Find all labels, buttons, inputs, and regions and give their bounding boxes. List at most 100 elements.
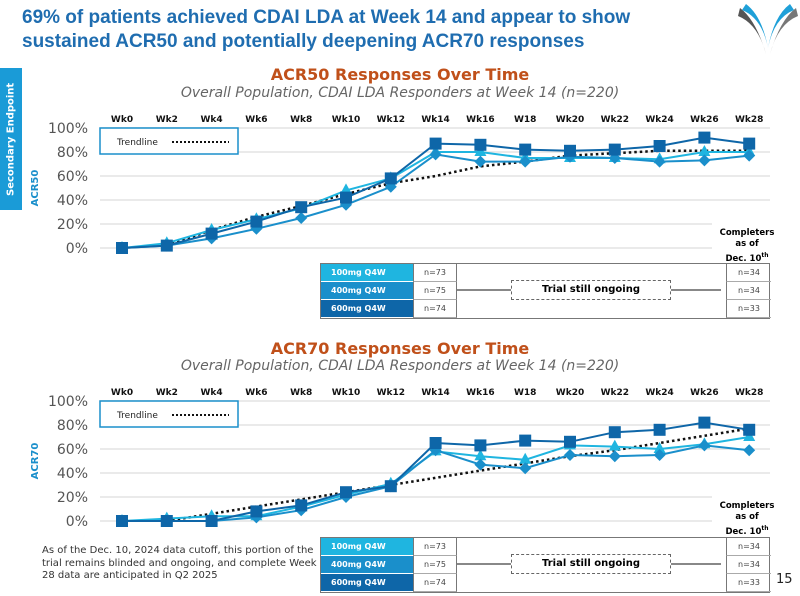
x-tick-label: Wk24 xyxy=(645,115,673,125)
completers-value: n=33 xyxy=(726,300,771,318)
legend-trendline-label: Trendline xyxy=(116,138,158,148)
x-tick-label: Wk14 xyxy=(421,115,449,125)
x-tick-label: Wk12 xyxy=(377,115,405,125)
data-point-triangle xyxy=(519,452,532,464)
legend-trendline-label: Trendline xyxy=(116,411,158,421)
x-tick-label: Wk10 xyxy=(332,388,360,398)
dose-label: 600mg Q4W xyxy=(321,300,413,318)
data-point-square xyxy=(340,191,352,204)
data-point-diamond xyxy=(519,155,532,168)
dose-label: 600mg Q4W xyxy=(321,574,413,592)
x-tick-label: Wk8 xyxy=(290,115,312,125)
x-tick-label: Wk6 xyxy=(245,388,267,398)
completers-l3: Dec. 10 xyxy=(725,253,762,264)
n-value: n=74 xyxy=(413,300,457,318)
x-tick-label: Wk22 xyxy=(601,388,629,398)
y-tick-label: 80% xyxy=(57,145,88,161)
y-tick-label: 100% xyxy=(48,394,88,410)
data-point-square xyxy=(295,499,308,512)
data-point-square xyxy=(160,515,173,527)
data-point-square xyxy=(429,437,442,449)
data-point-square xyxy=(743,423,756,436)
x-tick-label: Wk28 xyxy=(735,115,763,125)
company-logo xyxy=(738,4,798,54)
completers-l1: Completers xyxy=(719,228,775,238)
n-value: n=73 xyxy=(413,264,457,282)
completers-value: n=34 xyxy=(726,538,771,556)
completers-l1: Completers xyxy=(719,501,775,511)
completers-header: Completers as of Dec. 10th xyxy=(712,228,782,265)
x-tick-label: W18 xyxy=(514,115,536,125)
acr70-chart-title: ACR70 Responses Over Time xyxy=(270,339,530,358)
y-tick-label: 60% xyxy=(57,169,88,185)
acr50-enrollment-table: 100mg Q4W n=73 n=34 400mg Q4W n=75 n=34 600m… xyxy=(320,263,771,319)
acr70-chart-subtitle: Overall Population, CDAI LDA Responders … xyxy=(180,358,620,374)
data-point-triangle xyxy=(698,145,711,156)
data-point-square xyxy=(340,486,352,499)
y-axis-label: ACR50 xyxy=(30,170,41,207)
data-point-diamond xyxy=(653,155,666,168)
arrow-right-icon xyxy=(671,563,721,565)
acr50-chart-subtitle: Overall Population, CDAI LDA Responders … xyxy=(180,85,620,101)
n-value: n=73 xyxy=(413,538,457,556)
series-line-400mg xyxy=(122,444,750,522)
acr70-chart: 0% 20% 40% 60% 80% 100% ACR70 Wk0 Wk2 Wk4 Wk6 Wk8 Wk… xyxy=(30,388,770,530)
x-tick-label: Wk22 xyxy=(601,115,629,125)
trendline xyxy=(166,149,750,247)
data-point-triangle xyxy=(608,439,621,451)
completers-sup: th xyxy=(761,525,769,532)
data-point-square xyxy=(564,435,576,448)
trendline xyxy=(166,427,750,523)
completers-value: n=34 xyxy=(726,556,771,574)
data-point-square xyxy=(653,423,666,436)
data-point-diamond xyxy=(653,449,666,461)
completers-l2: as of xyxy=(735,512,759,522)
y-tick-label: 60% xyxy=(57,442,88,458)
x-tick-label: Wk4 xyxy=(201,388,223,398)
data-point-diamond xyxy=(295,212,308,224)
data-point-diamond xyxy=(743,149,756,162)
completers-header: Completers as of Dec. 10th xyxy=(712,501,782,538)
dose-label: 100mg Q4W xyxy=(321,538,413,556)
data-point-square xyxy=(474,138,487,151)
trial-ongoing-label: Trial still ongoing xyxy=(511,554,671,574)
y-axis-label: ACR70 xyxy=(30,443,41,480)
data-point-square xyxy=(384,480,397,493)
data-point-diamond xyxy=(698,154,711,167)
data-point-square xyxy=(698,416,711,429)
data-point-diamond xyxy=(608,450,621,463)
data-point-square xyxy=(608,426,621,439)
y-tick-label: 100% xyxy=(48,121,88,137)
data-point-diamond xyxy=(698,439,711,452)
n-value: n=74 xyxy=(413,574,457,592)
x-tick-label: Wk4 xyxy=(201,115,223,125)
title-line-1: 69% of patients achieved CDAI LDA at Wee… xyxy=(22,7,631,28)
acr70-enrollment-table: 100mg Q4W n=73 n=34 400mg Q4W n=75 n=34 600m… xyxy=(320,537,771,593)
data-point-square xyxy=(564,144,576,157)
data-point-square xyxy=(205,227,218,240)
x-tick-label: Wk6 xyxy=(245,115,267,125)
data-point-square xyxy=(250,505,263,518)
x-tick-label: Wk28 xyxy=(735,388,763,398)
data-point-square xyxy=(743,137,756,150)
x-tick-label: Wk2 xyxy=(156,388,178,398)
data-cutoff-note: As of the Dec. 10, 2024 data cutoff, thi… xyxy=(42,545,317,581)
arrow-line xyxy=(457,563,511,565)
legend-box xyxy=(99,127,239,155)
arrow-right-icon xyxy=(671,289,721,291)
data-point-diamond xyxy=(474,155,487,168)
completers-value: n=34 xyxy=(726,264,771,282)
completers-value: n=33 xyxy=(726,574,771,592)
x-tick-label: Wk2 xyxy=(156,115,178,125)
x-tick-label: Wk8 xyxy=(290,388,312,398)
n-value: n=75 xyxy=(413,556,457,574)
x-tick-label: Wk0 xyxy=(111,115,133,125)
y-tick-label: 40% xyxy=(57,193,88,209)
data-point-square xyxy=(608,143,621,156)
data-point-square xyxy=(519,143,532,156)
x-tick-label: Wk16 xyxy=(466,115,494,125)
data-point-square xyxy=(160,239,173,252)
completers-value: n=34 xyxy=(726,282,771,300)
data-point-square xyxy=(116,242,128,254)
n-value: n=75 xyxy=(413,282,457,300)
